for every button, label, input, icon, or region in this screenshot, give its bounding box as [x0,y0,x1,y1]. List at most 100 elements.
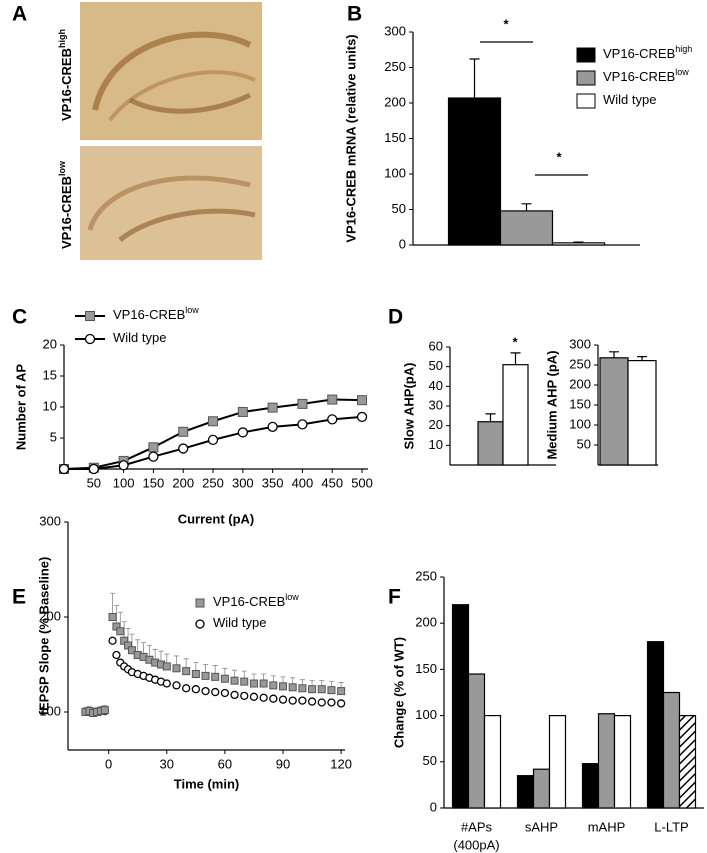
bar [627,360,657,466]
y-tick-label: 100 [39,703,61,718]
panel-label: B [347,3,362,26]
y-tick-label: 250 [569,356,591,371]
marker [298,684,307,693]
y-tick-label: 100 [415,707,437,722]
marker [220,688,230,698]
x-tick-label: 350 [262,475,284,490]
y-tick-label: 50 [423,753,437,768]
marker [88,463,99,475]
marker [307,697,317,706]
marker [249,692,259,701]
marker [249,679,258,688]
marker [148,451,159,462]
y-tick-label: 150 [384,130,406,145]
panel-label: D [388,306,403,329]
significance: * [556,149,562,164]
y-tick-label: 5 [50,429,57,444]
marker [207,434,219,446]
y-tick-label: 250 [384,59,406,74]
y-tick-label: 0 [399,236,406,251]
legend-sup: low [285,592,299,602]
y-tick-label: 150 [569,396,591,411]
marker [100,706,109,715]
x-axis-label: Time (min) [174,776,240,791]
y-tick-label: 60 [429,338,443,353]
panel-label: F [388,586,401,609]
bar [662,691,681,809]
marker [288,696,297,705]
legend-name: VP16-CREB [603,46,675,61]
y-tick-label: 50 [392,201,406,216]
marker [195,598,205,608]
error-bar [637,356,647,361]
x-tick-label: 120 [330,756,352,771]
legend-sup: low [675,67,689,77]
significance: * [512,334,518,349]
x-tick-label: 450 [321,475,343,490]
x-tick-label: L-LTP [654,819,688,834]
bar [532,768,551,809]
marker [337,687,346,696]
legend-label: Wild type [113,330,166,345]
x-tick-label: 100 [113,475,135,490]
panel-label: A [12,3,27,26]
marker [108,636,117,645]
marker [162,662,171,671]
bar [678,714,697,809]
y-tick-label: 10 [429,437,443,452]
histology-bottom [80,146,262,260]
marker [230,676,239,685]
y-tick-label: 200 [415,615,437,630]
marker [58,463,70,475]
marker [269,681,278,690]
x-tick-label: 50 [87,475,101,490]
label-text: VP16-CREB [59,48,74,121]
marker [259,693,268,702]
marker [191,685,200,694]
marker [267,402,278,413]
histology-top [80,2,262,140]
legend-name: Wild type [113,330,166,345]
marker [201,686,210,696]
bar [597,713,616,809]
legend-label: Wild type [603,92,656,107]
y-tick-label: 0 [430,799,437,814]
legend-name: VP16-CREB [603,69,675,84]
y-tick-label: 20 [43,336,57,351]
marker [327,394,338,405]
y-tick-label: 300 [384,23,406,38]
marker [211,687,220,697]
x-tick-label: 500 [351,475,373,490]
legend-name: Wild type [603,92,656,107]
marker [288,683,297,692]
legend-swatch [576,93,596,109]
bar [451,604,470,809]
marker [356,411,368,423]
label-text: VP16-CREB [59,176,74,249]
bar [483,714,502,809]
x-tick-label: 150 [143,475,165,490]
bar [467,673,486,809]
x-tick-label: 30 [160,756,174,771]
marker [108,613,117,621]
y-axis-label: Change (% of WT) [391,637,406,748]
legend-label: VP16-CREBlow [603,67,689,84]
marker [269,694,278,703]
marker [336,699,346,708]
y-tick-label: 40 [429,378,443,393]
marker [279,682,288,691]
x-axis-label: Current (pA) [178,511,255,526]
bar [477,421,504,466]
legend-label: VP16-CREBlow [113,305,199,322]
legend-swatch [576,47,596,63]
error-bar [510,352,521,365]
x-tick-label: 400 [292,475,314,490]
marker [308,685,317,694]
bar [646,641,665,809]
error-bar [521,203,532,211]
legend-name: Wild type [213,615,266,630]
panel-label: E [12,586,26,609]
marker [118,460,129,471]
x-tick-label: 250 [202,475,224,490]
bar [502,364,529,466]
